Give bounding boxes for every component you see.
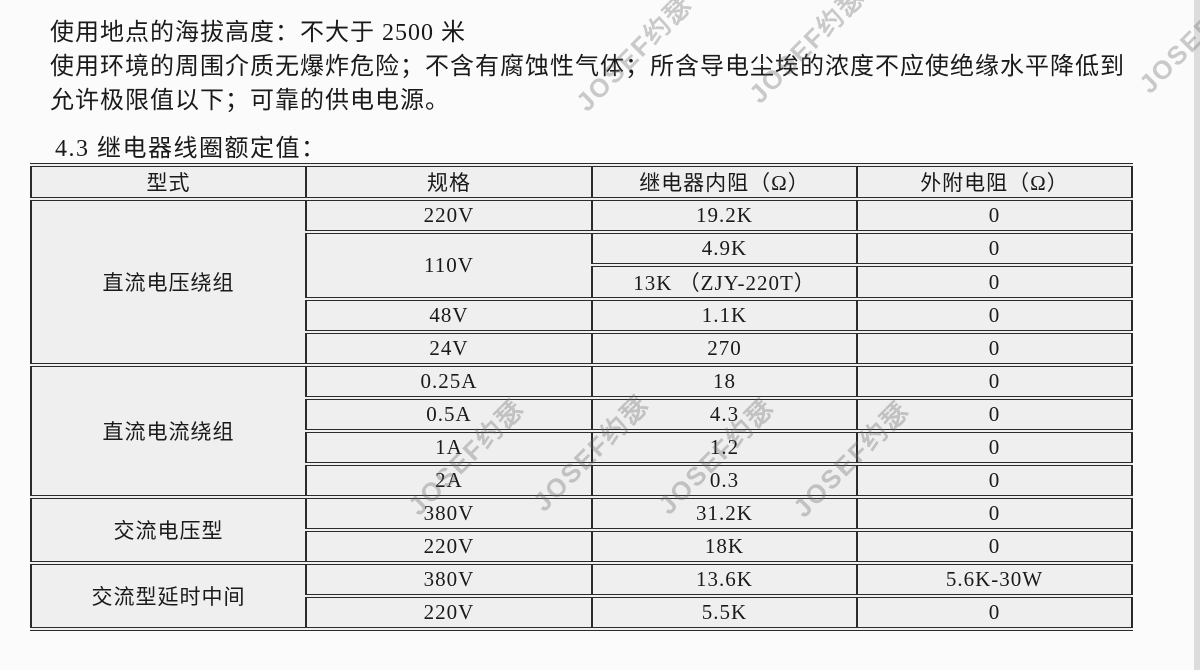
table-row: 2A 0.3 0 [31,462,1133,499]
row-group-label: 直流电流绕组 [30,363,307,499]
table-row: 交流型延时中间 380V 13.6K 5.6K-30W [30,561,1133,631]
table-row: 220V 5.5K 0 [31,594,1133,631]
spec-cell: 380V [305,495,593,532]
body-text-line-2: 使用环境的周围介质无爆炸危险；不含有腐蚀性气体；所含导电尘埃的浓度不应使绝缘水平… [50,54,1125,80]
internal-resistance-cell: 5.5K [591,594,858,631]
table-row: 直流电流绕组 0.25A 18 0 [30,363,1133,499]
internal-resistance-cell: 4.9K [591,230,858,267]
internal-resistance-cell: 4.3 [591,396,858,433]
col-header-spec: 规格 [305,163,593,201]
spec-cell: 220V [305,197,593,234]
internal-resistance-cell: 13K （ZJY-220T） [591,263,858,301]
internal-resistance-cell: 0.3 [591,462,858,499]
spec-cell: 24V [305,330,593,367]
row-group-label: 直流电压绕组 [30,197,307,367]
table-row: 48V 1.1K 0 [31,297,1133,334]
spec-cell: 220V [305,528,593,565]
header-row: 型式 规格 继电器内阻（Ω） 外附电阻（Ω） [30,163,1133,201]
internal-resistance-cell: 1.1K [591,297,858,334]
watermark-text: JOSEF约瑟 [1132,0,1200,100]
internal-resistance-cell: 1.2 [591,429,858,466]
section-heading: 4.3 继电器线圈额定值： [55,136,327,162]
col-header-type: 型式 [30,163,307,201]
table-row: 13K （ZJY-220T） 0 [31,263,1133,301]
spec-cell: 2A [305,462,593,499]
spec-cell: 110V [305,230,593,301]
table-row: 交流电压型 380V 31.2K 0 [30,495,1133,565]
intro-paragraph: 使用地点的海拔高度：不大于 2500 米 使用环境的周围介质无爆炸危险；不含有腐… [50,16,1125,118]
spec-cell: 0.5A [305,396,593,433]
external-resistance-cell: 0 [856,230,1133,267]
spec-cell: 380V [305,561,593,598]
external-resistance-cell: 0 [856,462,1133,499]
spec-cell: 48V [305,297,593,334]
col-header-internal-resistance: 继电器内阻（Ω） [591,163,858,201]
external-resistance-cell: 0 [856,495,1133,532]
spec-cell: 220V [305,594,593,631]
row-group-label: 交流电压型 [30,495,307,565]
internal-resistance-cell: 18 [591,363,858,400]
external-resistance-cell: 0 [856,528,1133,565]
table-row: 0.5A 4.3 0 [31,396,1133,433]
external-resistance-cell: 0 [856,263,1133,301]
spec-cell: 0.25A [305,363,593,400]
body-text-line-3: 允许极限值以下；可靠的供电电源。 [50,88,450,114]
row-group-label: 交流型延时中间 [30,561,307,631]
relay-coil-ratings-table: 型式 规格 继电器内阻（Ω） 外附电阻（Ω） 直流电压绕组 220V 19.2K… [30,163,1133,631]
table-row: 1A 1.2 0 [31,429,1133,466]
table-row: 24V 270 0 [31,330,1133,367]
table-row: 220V 18K 0 [31,528,1133,565]
external-resistance-cell: 0 [856,330,1133,367]
table-row: 直流电压绕组 220V 19.2K 0 [30,197,1133,367]
external-resistance-cell: 0 [856,197,1133,234]
external-resistance-cell: 0 [856,396,1133,433]
spec-cell: 1A [305,429,593,466]
internal-resistance-cell: 31.2K [591,495,858,532]
internal-resistance-cell: 18K [591,528,858,565]
col-header-external-resistance: 外附电阻（Ω） [856,163,1133,201]
internal-resistance-cell: 13.6K [591,561,858,598]
body-text-line-1: 使用地点的海拔高度：不大于 2500 米 [50,20,466,46]
internal-resistance-cell: 19.2K [591,197,858,234]
internal-resistance-cell: 270 [591,330,858,367]
external-resistance-cell: 0 [856,363,1133,400]
external-resistance-cell: 5.6K-30W [856,561,1133,598]
table-row: 110V 4.9K 0 [31,230,1133,301]
page-edge-strip [1194,0,1200,670]
external-resistance-cell: 0 [856,594,1133,631]
external-resistance-cell: 0 [856,297,1133,334]
external-resistance-cell: 0 [856,429,1133,466]
